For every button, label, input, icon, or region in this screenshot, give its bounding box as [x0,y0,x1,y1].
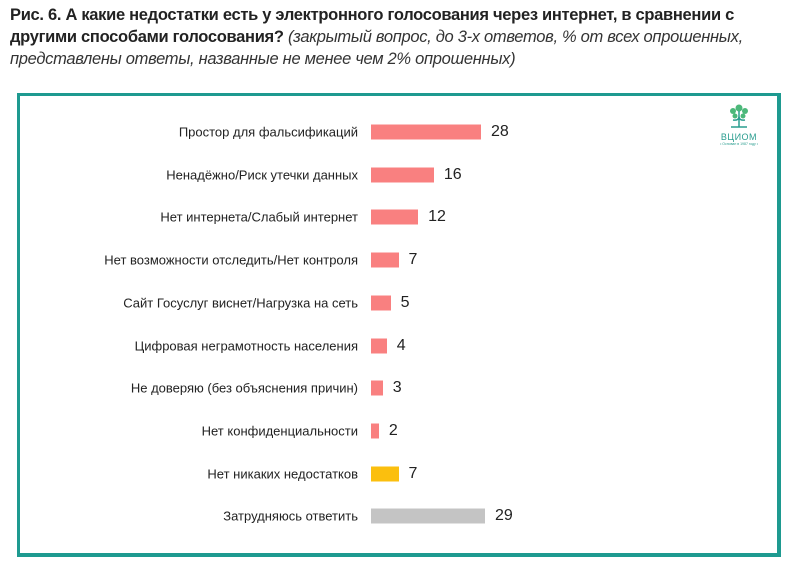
vciom-logo: ВЦИОМ • Основан в 1987 году • [714,103,764,146]
value-label: 29 [494,507,513,525]
bar [371,466,399,482]
bar [371,124,482,140]
bar [371,423,379,439]
category-label: Нет интернета/Слабый интернет [160,209,358,225]
category-label: Простор для фальсификаций [178,124,358,140]
chart-title: Рис. 6. А какие недостатки есть у электр… [10,4,795,70]
value-label: 16 [443,165,462,183]
title-question: Рис. 6. А какие недостатки есть у электр… [10,6,734,46]
logo-name: ВЦИОМ [720,132,758,142]
value-label: 2 [388,421,398,439]
value-label: 7 [408,464,418,482]
category-label: Ненадёжно/Риск утечки данных [166,167,358,183]
category-label: Цифровая неграмотность населения [134,338,358,353]
bar [371,295,391,311]
value-label: 12 [428,208,446,226]
category-label: Не доверяю (без объяснения причин) [130,380,358,396]
category-label: Нет никаких недостатков [207,466,358,482]
bar [371,167,434,183]
value-label: 5 [400,293,410,311]
chart-frame [17,93,781,557]
value-label: 28 [491,123,509,140]
title-note: (закрытый вопрос, до 3-х ответов, % от в… [10,28,743,68]
category-label: Сайт Госуслуг виснет/Нагрузка на сеть [123,295,358,311]
bar [371,209,419,225]
category-label: Нет возможности отследить/Нет контроля [104,252,358,268]
bar [371,380,383,396]
bar [371,252,399,268]
bar [371,338,387,353]
value-label: 3 [392,379,402,397]
logo-subtitle: • Основан в 1987 году • [720,142,758,146]
value-label: 7 [408,251,418,269]
bar [371,508,485,524]
category-label: Затрудняюсь ответить [223,508,358,524]
tree-icon [730,104,748,128]
category-label: Нет конфиденциальности [201,423,358,439]
value-label: 4 [396,336,406,354]
